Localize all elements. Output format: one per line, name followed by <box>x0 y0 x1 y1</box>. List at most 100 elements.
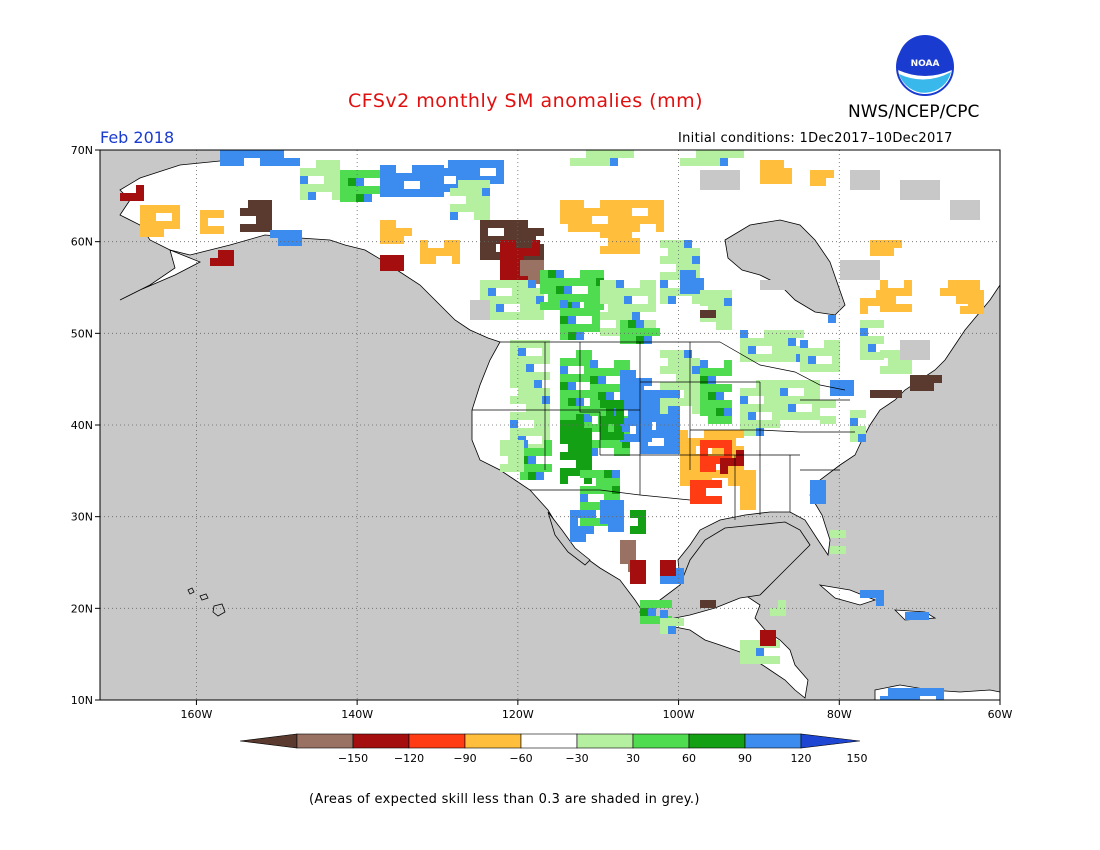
anomaly-cell <box>588 470 596 478</box>
anomaly-cell <box>680 462 688 470</box>
anomaly-cell <box>526 380 534 388</box>
anomaly-cell <box>606 384 614 392</box>
anomaly-cell <box>578 510 586 518</box>
water-bodies <box>547 219 846 621</box>
anomaly-cell <box>528 464 536 472</box>
anomaly-cell <box>692 390 700 398</box>
anomaly-cell <box>896 696 904 700</box>
anomaly-cell <box>660 626 668 634</box>
anomaly-cell <box>648 398 656 406</box>
anomaly-cell <box>688 454 696 462</box>
anomaly-cell <box>568 216 576 224</box>
anomaly-cell <box>528 456 536 464</box>
anomaly-cell <box>688 270 696 278</box>
anomaly-cell <box>740 494 748 502</box>
anomaly-cell <box>480 228 488 236</box>
anomaly-cell <box>518 388 526 396</box>
anomaly-cell <box>826 170 834 178</box>
anomaly-cell <box>868 336 876 344</box>
anomaly-cell <box>824 364 832 372</box>
anomaly-cell <box>830 530 838 538</box>
anomaly-cell <box>276 150 284 158</box>
anomaly-cell <box>612 494 620 502</box>
anomaly-cell <box>244 150 252 158</box>
anomaly-cell <box>716 400 724 408</box>
colorbar-label: 150 <box>847 752 868 765</box>
anomaly-cell <box>584 374 592 382</box>
anomaly-cell <box>372 186 380 194</box>
anomaly-cell <box>812 404 820 412</box>
anomaly-cell <box>508 456 516 464</box>
anomaly-cell <box>976 298 984 306</box>
anomaly-cell <box>748 470 756 478</box>
anomaly-cell <box>332 176 340 184</box>
anomaly-cell <box>608 200 616 208</box>
anomaly-cell <box>692 382 700 390</box>
anomaly-cell <box>921 612 929 620</box>
anomaly-cell <box>560 366 568 374</box>
anomaly-cell <box>404 228 412 236</box>
anomaly-cell <box>578 534 586 542</box>
anomaly-cell <box>972 280 980 288</box>
anomaly-cell <box>600 400 608 408</box>
anomaly-cell <box>724 306 732 314</box>
anomaly-cell <box>590 424 598 432</box>
anomaly-cell <box>570 526 578 534</box>
anomaly-cell <box>880 296 888 304</box>
anomaly-cell <box>788 346 796 354</box>
anomaly-cell <box>708 392 716 400</box>
anomaly-cell <box>528 288 536 296</box>
anomaly-cell <box>526 364 534 372</box>
anomaly-cell <box>540 302 548 310</box>
anomaly-cell <box>640 216 648 224</box>
anomaly-cell <box>600 288 608 296</box>
anomaly-cell <box>858 410 866 418</box>
anomaly-cell <box>648 616 656 624</box>
colorbar-label: −90 <box>453 752 476 765</box>
colorbar-left-arrow <box>239 733 298 749</box>
anomaly-cell <box>648 390 656 398</box>
anomaly-cell <box>504 296 512 304</box>
anomaly-cell <box>278 230 286 238</box>
anomaly-cell <box>388 263 396 271</box>
anomaly-cell <box>540 270 548 278</box>
anomaly-cell <box>428 256 436 264</box>
anomaly-cell <box>818 178 826 186</box>
anomaly-cell <box>614 424 622 432</box>
lat-tick-label: 30N <box>71 511 93 524</box>
anomaly-cell <box>568 428 576 436</box>
anomaly-cell <box>294 230 302 238</box>
anomaly-cell <box>608 312 616 320</box>
anomaly-cell <box>846 388 854 396</box>
anomaly-cell <box>584 436 592 444</box>
anomaly-cell <box>594 158 602 166</box>
anomaly-cell <box>724 322 732 330</box>
anomaly-cell <box>628 336 636 344</box>
anomaly-cell <box>608 400 616 408</box>
anomaly-cell <box>616 400 624 408</box>
anomaly-cell <box>905 612 913 620</box>
anomaly-cell <box>536 448 544 456</box>
anomaly-cell <box>488 280 496 288</box>
anomaly-cell <box>584 476 592 484</box>
anomaly-cell <box>912 696 920 700</box>
anomaly-cell <box>712 470 720 478</box>
anomaly-cell <box>660 280 668 288</box>
anomaly-cell <box>542 404 550 412</box>
anomaly-cell <box>672 390 680 398</box>
anomaly-cell <box>748 428 756 436</box>
anomaly-cell <box>714 496 722 504</box>
anomaly-cell <box>640 616 648 624</box>
lat-tick-label: 60N <box>71 236 93 249</box>
anomaly-cell <box>648 320 656 328</box>
anomaly-cell <box>466 180 474 188</box>
gulf-of-california <box>547 511 591 566</box>
anomaly-cell <box>528 472 536 480</box>
anomaly-cell <box>380 173 388 181</box>
anomaly-cell <box>216 210 224 218</box>
anomaly-cell <box>684 398 692 406</box>
anomaly-cell <box>608 246 616 254</box>
lon-tick-label: 140W <box>341 708 373 721</box>
anomaly-cell <box>256 224 264 232</box>
anomaly-cell <box>622 448 630 456</box>
